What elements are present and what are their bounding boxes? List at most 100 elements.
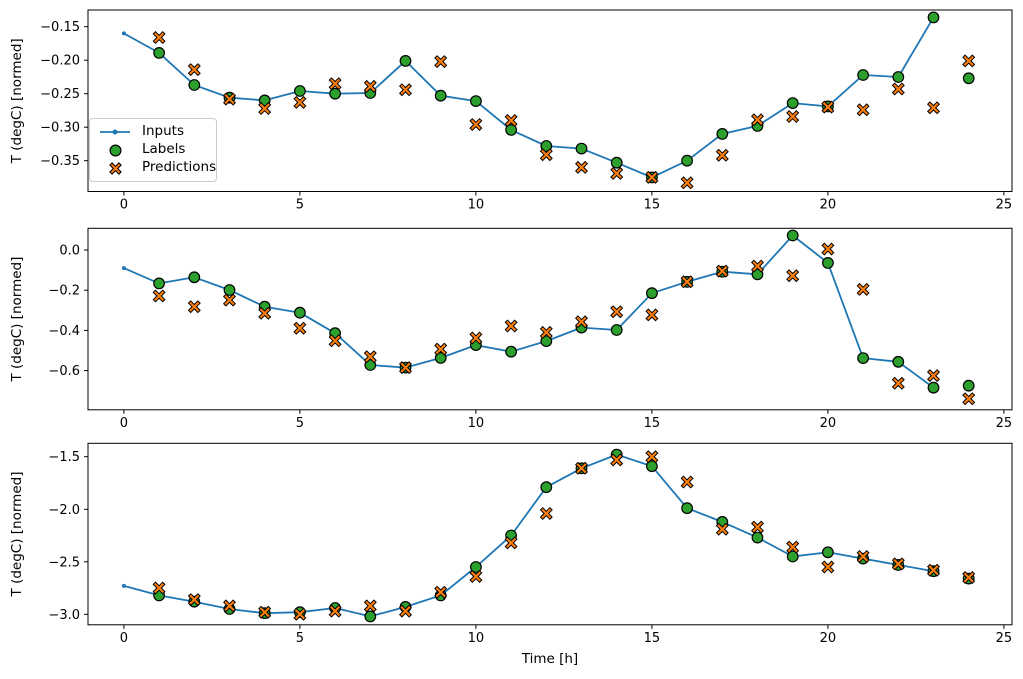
- prediction-point: [152, 581, 166, 595]
- label-point: [610, 324, 623, 336]
- label-point: [188, 79, 201, 91]
- y-tick-label: −0.35: [40, 154, 80, 169]
- prediction-point: [293, 95, 307, 109]
- prediction-point: [786, 269, 800, 283]
- prediction-point: [152, 289, 166, 303]
- legend-label-inputs: Inputs: [142, 123, 184, 140]
- prediction-point: [504, 113, 518, 128]
- label-point: [505, 345, 518, 358]
- prediction-point: [821, 560, 835, 574]
- prediction-point: [504, 319, 518, 333]
- prediction-point: [715, 148, 729, 162]
- x-axis-label: Time [h]: [521, 651, 578, 667]
- axes-frame: [87, 227, 1013, 411]
- legend: Inputs Labels Predictions: [89, 118, 217, 182]
- label-point: [646, 460, 658, 473]
- prediction-point: [258, 101, 272, 116]
- prediction-point: [786, 109, 800, 124]
- prediction-point: [750, 520, 765, 534]
- label-point: [716, 127, 729, 140]
- prediction-point: [258, 605, 272, 619]
- prediction-point: [750, 259, 765, 273]
- legend-item-inputs: Inputs: [97, 124, 208, 140]
- subplot-2-data: [121, 229, 976, 406]
- x-tick-label: 15: [644, 198, 661, 213]
- prediction-point: [363, 350, 377, 364]
- prediction-point: [222, 599, 237, 613]
- x-tick-label: 0: [120, 631, 128, 646]
- y-tick-label: −0.6: [48, 364, 80, 379]
- prediction-point: [786, 540, 800, 554]
- label-point: [892, 71, 905, 83]
- legend-marker-cell: [97, 161, 133, 176]
- label-point: [540, 335, 553, 348]
- prediction-point: [363, 79, 377, 93]
- legend-label-labels: Labels: [142, 141, 186, 158]
- prediction-point: [222, 293, 237, 307]
- y-tick-label: −0.4: [48, 324, 80, 339]
- prediction-point: [715, 522, 729, 536]
- label-point: [681, 502, 693, 515]
- legend-item-labels: Labels: [97, 142, 208, 158]
- label-point: [470, 561, 482, 573]
- prediction-point: [152, 30, 166, 45]
- prediction-point: [715, 264, 729, 278]
- prediction-point: [856, 549, 870, 564]
- prediction-point: [926, 369, 941, 383]
- label-point: [223, 284, 236, 296]
- x-tick-label: 0: [120, 198, 128, 213]
- legend-marker-cell: [97, 143, 133, 158]
- label-point: [822, 546, 834, 559]
- y-axis-label: T (degC) [normed]: [9, 472, 25, 598]
- prediction-point: [363, 599, 377, 613]
- x-tick-label: 5: [296, 631, 304, 646]
- y-tick-label: −2.0: [48, 503, 80, 518]
- label-point: [786, 229, 799, 242]
- subplot-3-data: [121, 448, 976, 623]
- label-point: [434, 352, 447, 364]
- label-point: [153, 277, 166, 290]
- prediction-point: [821, 100, 835, 114]
- input-point: [121, 583, 126, 588]
- y-tick-label: −0.30: [40, 121, 80, 136]
- inputs-line: [123, 16, 935, 179]
- x-tick-label: 25: [996, 416, 1013, 431]
- prediction-point: [293, 607, 307, 621]
- input-point: [121, 31, 126, 36]
- x-tick-label: 25: [996, 198, 1013, 213]
- prediction-point: [680, 176, 694, 190]
- prediction-point: [645, 308, 659, 322]
- label-point: [188, 271, 201, 284]
- x-tick-label: 5: [296, 416, 304, 431]
- predictions-x-icon: [108, 161, 122, 175]
- label-point: [681, 154, 693, 167]
- x-tick-label: 10: [468, 416, 485, 431]
- prediction-point: [222, 92, 237, 106]
- prediction-point: [962, 54, 976, 68]
- prediction-point: [187, 593, 201, 607]
- input-point: [121, 266, 126, 271]
- label-point: [786, 550, 799, 563]
- prediction-point: [574, 160, 589, 174]
- y-tick-label: −0.20: [40, 54, 80, 69]
- prediction-point: [926, 563, 941, 577]
- label-point: [927, 381, 940, 394]
- label-point: [294, 306, 306, 319]
- prediction-point: [750, 113, 765, 127]
- prediction-point: [504, 536, 518, 550]
- label-point: [786, 97, 799, 109]
- label-point: [540, 481, 553, 494]
- prediction-point: [891, 82, 905, 96]
- prediction-point: [328, 77, 342, 91]
- prediction-point: [610, 305, 624, 319]
- subplot-1-data: [121, 11, 976, 190]
- label-point: [540, 140, 553, 152]
- axes-frame: [87, 442, 1013, 626]
- prediction-point: [328, 604, 342, 618]
- label-point: [927, 11, 940, 24]
- inputs-line-icon: [100, 129, 130, 135]
- y-tick-label: −1.5: [48, 450, 80, 465]
- label-point: [610, 156, 623, 169]
- prediction-point: [434, 55, 448, 69]
